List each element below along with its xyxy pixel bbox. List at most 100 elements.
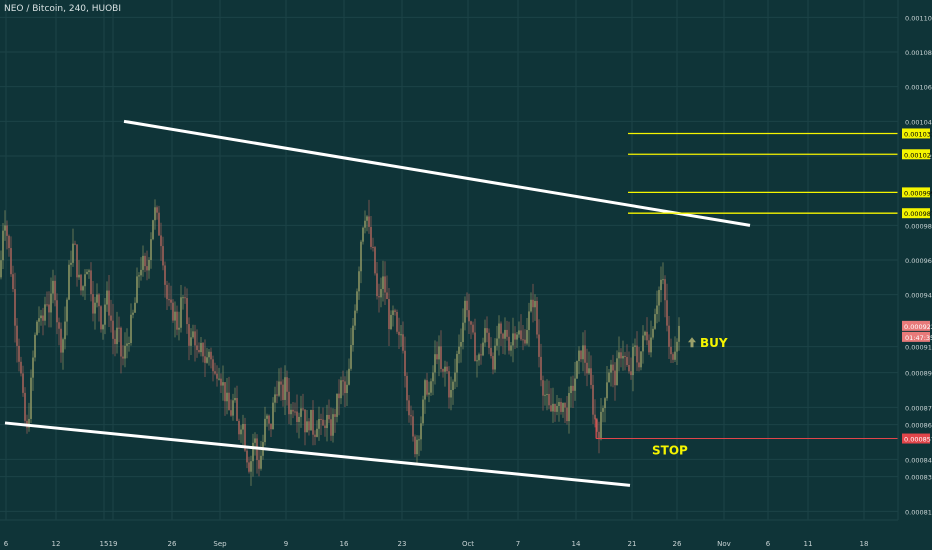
candle-body	[140, 270, 141, 275]
candle-body	[240, 430, 241, 435]
candle-body	[538, 335, 539, 357]
candle-body	[96, 294, 97, 302]
candle-body	[534, 301, 535, 307]
candle-body	[488, 333, 489, 348]
candle-body	[506, 330, 507, 337]
candle-body	[24, 393, 25, 421]
candle-body	[360, 242, 361, 272]
candle-body	[188, 324, 189, 346]
candle-body	[588, 368, 589, 373]
candle-body	[420, 423, 421, 439]
candle-body	[524, 340, 525, 344]
candle-body	[584, 345, 585, 362]
x-tick-label: Oct	[462, 540, 474, 548]
candle-body	[430, 381, 431, 392]
candle-body	[122, 357, 123, 359]
candle-body	[114, 339, 115, 344]
candle-body	[624, 356, 625, 357]
candle-body	[302, 408, 303, 409]
candle-body	[212, 359, 213, 371]
candle-body	[112, 321, 113, 339]
candle-body	[418, 439, 419, 440]
candle-body	[676, 342, 677, 352]
candle-body	[298, 417, 299, 422]
candle-body	[582, 345, 583, 359]
candle-body	[590, 368, 591, 385]
candle-body	[326, 415, 327, 428]
candle-body	[254, 438, 255, 442]
candle-body	[490, 348, 491, 356]
candle-body	[662, 279, 663, 280]
candle-body	[448, 371, 449, 397]
candle-body	[454, 373, 455, 382]
x-tick-label: Sep	[213, 540, 227, 548]
candle-body	[504, 330, 505, 339]
candle-body	[372, 247, 373, 248]
candle-body	[476, 360, 477, 361]
candle-body	[32, 358, 33, 378]
x-tick-label: 7	[516, 540, 520, 548]
price-label: 0.000999	[904, 189, 932, 197]
candle-body	[652, 329, 653, 338]
candle-body	[638, 362, 639, 367]
candle-body	[82, 286, 83, 290]
candle-body	[640, 351, 641, 367]
candle-body	[562, 403, 563, 412]
candle-body	[296, 412, 297, 422]
candle-body	[268, 416, 269, 424]
candle-body	[146, 266, 147, 270]
candle-body	[502, 334, 503, 339]
grid-layer	[0, 0, 898, 520]
candle-body	[174, 312, 175, 321]
y-tick-label: 0.000960	[905, 257, 932, 265]
x-tick-label: 12	[52, 540, 61, 548]
candle-body	[422, 400, 423, 424]
y-tick-label: 0.000845	[905, 456, 932, 464]
candle-body	[380, 289, 381, 297]
candle-body	[78, 275, 79, 278]
candle-body	[630, 371, 631, 375]
candle-body	[432, 372, 433, 381]
candle-body	[148, 260, 149, 270]
candle-body	[532, 300, 533, 307]
candle-body	[450, 390, 451, 397]
candle-body	[392, 310, 393, 315]
candle-body	[22, 373, 23, 392]
candle-body	[156, 207, 157, 212]
x-tick-label: 23	[398, 540, 407, 548]
candle-body	[308, 421, 309, 430]
candle-body	[436, 354, 437, 359]
candle-body	[130, 315, 131, 343]
candle-body	[586, 363, 587, 374]
candle-body	[328, 415, 329, 419]
candle-body	[70, 263, 71, 265]
candle-body	[76, 244, 77, 277]
candle-body	[398, 332, 399, 335]
x-tick-label: 16	[340, 540, 349, 548]
y-tick-label: 0.001100	[905, 14, 932, 22]
candle-body	[386, 292, 387, 299]
candle-body	[412, 416, 413, 436]
candle-body	[322, 420, 323, 426]
candle-body	[414, 437, 415, 455]
candle-body	[362, 228, 363, 242]
candle-body	[100, 306, 101, 329]
candle-body	[402, 334, 403, 350]
candle-body	[198, 350, 199, 352]
candle-body	[518, 330, 519, 334]
candle-body	[36, 322, 37, 335]
candle-body	[38, 318, 39, 322]
countdown-label: 01:47:35	[905, 334, 932, 342]
candle-body	[548, 394, 549, 405]
y-tick-label: 0.000815	[905, 508, 932, 516]
candle-body	[358, 271, 359, 291]
candle-body	[366, 216, 367, 220]
candle-body	[208, 352, 209, 358]
candle-body	[340, 380, 341, 398]
x-tick-label: 11	[804, 540, 813, 548]
candle-body	[646, 332, 647, 340]
candle-body	[338, 394, 339, 399]
candle-body	[578, 351, 579, 361]
candle-body	[180, 297, 181, 327]
